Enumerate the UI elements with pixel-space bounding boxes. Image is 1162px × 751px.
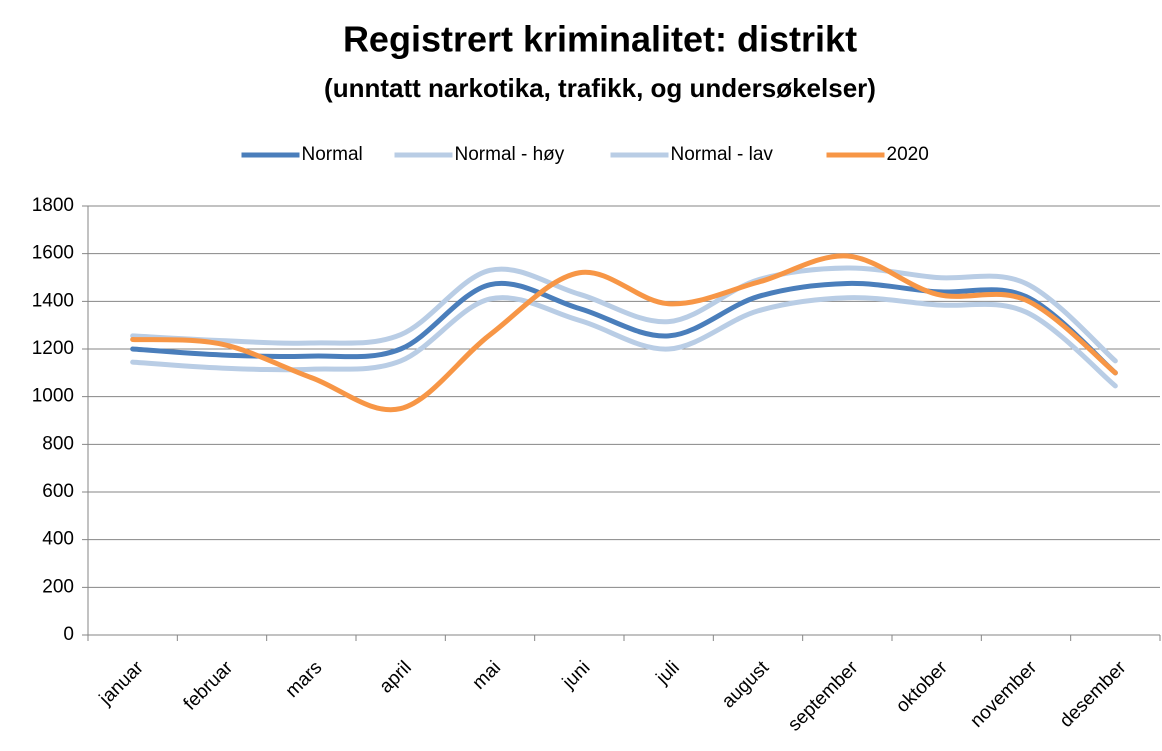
x-tick-label: juni <box>558 657 594 693</box>
y-tick-label: 600 <box>42 481 74 502</box>
y-tick-label: 0 <box>63 624 74 645</box>
series-line <box>130 280 1118 376</box>
series-line <box>130 265 1118 364</box>
x-tick-label: september <box>784 657 863 736</box>
y-tick-label: 1600 <box>32 243 74 264</box>
x-tick-label: mars <box>282 657 327 702</box>
x-tick-label: februar <box>180 657 238 715</box>
legend-label: Normal <box>302 144 363 165</box>
x-tick-label: april <box>376 657 416 697</box>
x-tick-label: januar <box>95 657 148 710</box>
y-tick-label: 1400 <box>32 290 74 311</box>
x-tick-label: mai <box>469 657 506 694</box>
x-tick-label: august <box>718 657 774 713</box>
x-tick-label: desember <box>1056 657 1131 732</box>
y-tick-label: 400 <box>42 529 74 550</box>
y-tick-label: 1800 <box>32 195 74 216</box>
y-tick-label: 1000 <box>32 386 74 407</box>
chart-subtitle: (unntatt narkotika, trafikk, og undersøk… <box>324 73 876 103</box>
legend-label: 2020 <box>887 144 929 165</box>
y-tick-label: 1200 <box>32 338 74 359</box>
series-line <box>130 295 1118 389</box>
legend-label: Normal - lav <box>671 144 774 165</box>
y-tick-label: 200 <box>42 576 74 597</box>
x-tick-label: juli <box>652 657 684 689</box>
x-tick-label: oktober <box>892 657 952 717</box>
legend: Normal Normal - høy Normal - lav 2020 <box>241 144 929 165</box>
y-tick-label: 800 <box>42 433 74 454</box>
x-tick-label: november <box>966 657 1041 732</box>
series-line <box>130 253 1118 413</box>
legend-label: Normal - høy <box>455 144 565 165</box>
chart-title: Registrert kriminalitet: distrikt <box>343 19 857 60</box>
